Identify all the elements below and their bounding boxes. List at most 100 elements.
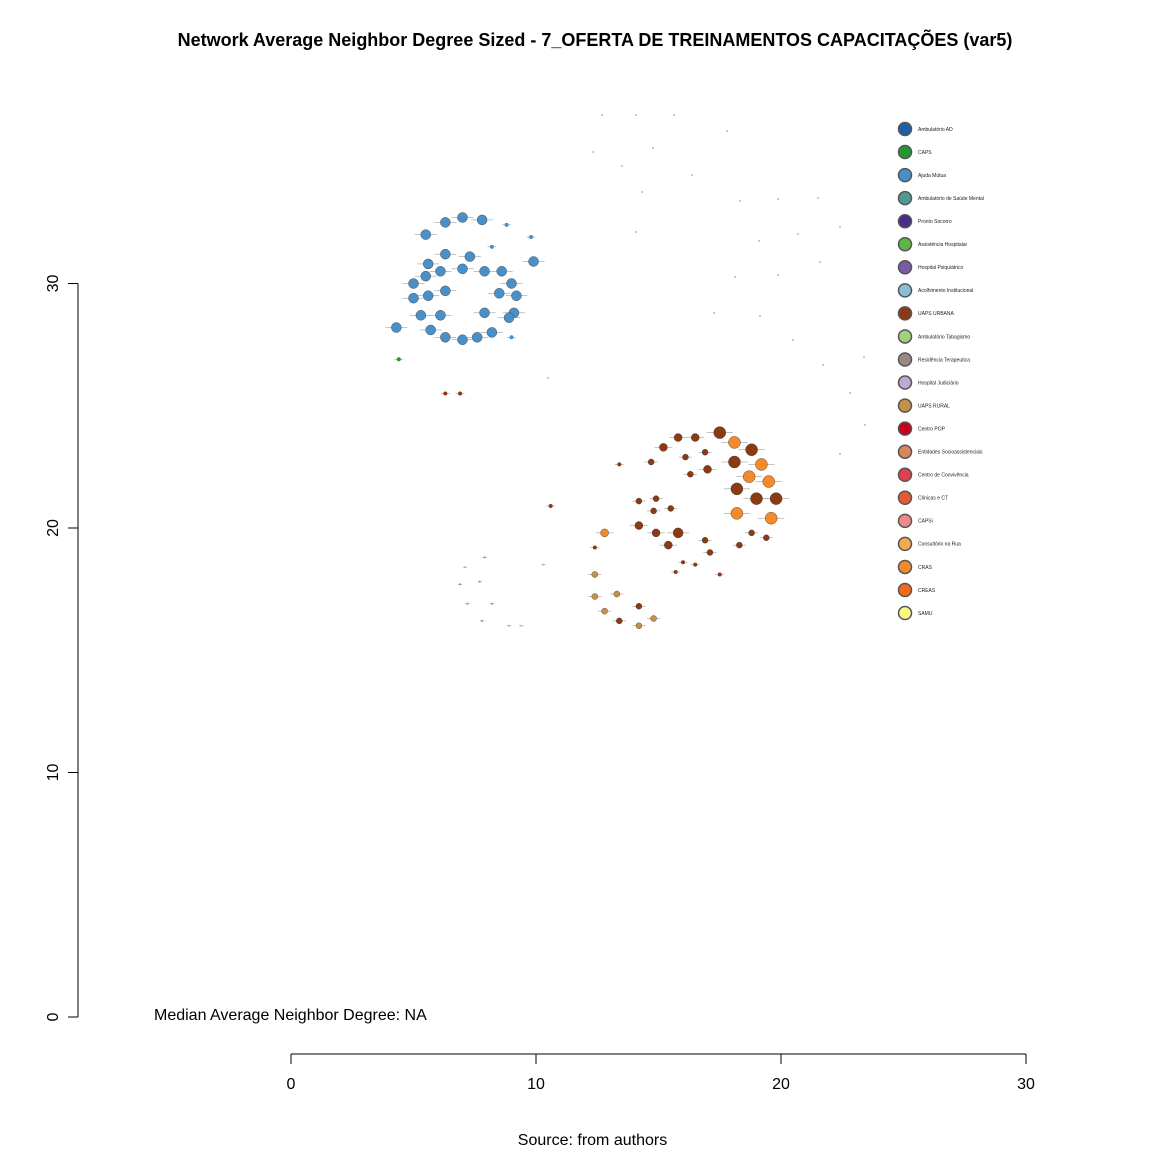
- legend-label: Hospital Psiquiátrico: [918, 265, 964, 271]
- background-node: [713, 312, 715, 314]
- legend-swatch: [897, 144, 913, 160]
- network-node: [506, 278, 517, 289]
- network-node: [635, 603, 643, 610]
- network-node: [745, 443, 758, 456]
- background-node: [635, 114, 637, 116]
- network-node: [423, 258, 434, 270]
- network-node: [435, 266, 446, 277]
- network-node: [489, 244, 494, 249]
- background-node: [739, 200, 741, 202]
- network-node: [600, 528, 609, 538]
- series-cras: [595, 436, 785, 538]
- background-node: [641, 191, 643, 193]
- legend-swatch: [897, 559, 913, 575]
- network-node: [528, 256, 539, 267]
- network-node: [508, 624, 511, 627]
- network-node: [750, 492, 763, 505]
- legend-swatch: [897, 167, 913, 183]
- series-caps: [394, 357, 404, 362]
- legend-label: Ambulatório AD: [918, 127, 953, 133]
- network-node: [511, 290, 522, 301]
- legend-swatch: [897, 513, 913, 529]
- network-node: [479, 266, 490, 277]
- network-node: [494, 288, 505, 299]
- network-node: [762, 475, 775, 488]
- network-node: [592, 545, 597, 550]
- background-node: [839, 226, 841, 228]
- network-node: [440, 217, 451, 228]
- legend-swatch: [897, 213, 913, 229]
- legend-label: Pronto Socorro: [918, 219, 952, 225]
- network-node: [664, 540, 673, 550]
- network-node: [706, 549, 714, 556]
- background-node: [592, 151, 594, 153]
- network-node: [730, 507, 744, 520]
- y-tick-label: 10: [45, 764, 62, 782]
- background-node: [691, 174, 693, 176]
- legend-label: Residência Terapeutica: [918, 357, 970, 363]
- network-node: [483, 556, 486, 559]
- legend-label: Assistência Hospitalar: [918, 242, 968, 248]
- legend-label: Centro POP: [918, 426, 946, 432]
- legend-swatch: [897, 121, 913, 137]
- legend-label: UAPS RURAL: [918, 403, 950, 409]
- network-node: [476, 214, 488, 226]
- series-acolhimento-institucional: [462, 563, 546, 627]
- network-node: [443, 391, 448, 396]
- network-node: [691, 433, 700, 442]
- network-node: [728, 436, 741, 449]
- x-tick-label: 20: [772, 1076, 790, 1093]
- series-resid-ncia-terapeutica: [457, 556, 495, 622]
- legend-swatch: [897, 237, 913, 252]
- network-node: [673, 433, 683, 442]
- network-node: [755, 458, 768, 471]
- network-node: [459, 583, 462, 586]
- network-node: [717, 572, 722, 577]
- network-node: [420, 270, 431, 282]
- background-node: [652, 147, 654, 149]
- network-node: [672, 527, 684, 539]
- network-node: [486, 327, 498, 338]
- network-node: [458, 391, 463, 396]
- network-node: [408, 292, 419, 304]
- network-node: [635, 497, 643, 505]
- legend-label: Entidades Socioassistenciais: [918, 450, 983, 456]
- network-node: [650, 507, 657, 515]
- network-node: [509, 335, 514, 340]
- legend-swatch: [897, 467, 913, 482]
- background-node: [822, 364, 824, 366]
- network-node: [616, 617, 623, 625]
- network-node: [464, 251, 476, 262]
- network-node: [440, 285, 451, 297]
- median-note: Median Average Neighbor Degree: NA: [154, 1007, 427, 1024]
- legend-label: Ajuda Mútua: [918, 173, 946, 179]
- background-node: [777, 274, 779, 276]
- series-ajuda-m-tua: [385, 212, 545, 345]
- legend-swatch: [897, 490, 913, 506]
- network-node: [435, 310, 446, 321]
- network-node: [520, 624, 523, 627]
- background-node: [817, 197, 819, 199]
- network-node: [682, 453, 689, 461]
- y-tick-label: 20: [45, 519, 62, 537]
- network-node: [548, 503, 553, 508]
- legend-label: CAPSi: [918, 519, 933, 525]
- legend-swatch: [897, 605, 913, 621]
- network-node: [504, 222, 509, 227]
- network-node: [466, 602, 469, 605]
- network-node: [425, 324, 436, 336]
- legend-swatch: [897, 444, 913, 459]
- legend-label: CAPS: [918, 150, 932, 156]
- background-node: [621, 165, 623, 167]
- network-node: [667, 505, 674, 512]
- network-node: [457, 212, 468, 223]
- network-node: [701, 449, 709, 456]
- series-uaps-urbana: [440, 391, 790, 625]
- legend-swatch: [897, 329, 913, 344]
- background-node: [635, 231, 637, 233]
- network-node: [440, 248, 451, 260]
- legend-label: CRAS: [918, 565, 933, 571]
- y-tick-label: 30: [45, 275, 62, 293]
- legend-label: Consultório na Rua: [918, 542, 961, 548]
